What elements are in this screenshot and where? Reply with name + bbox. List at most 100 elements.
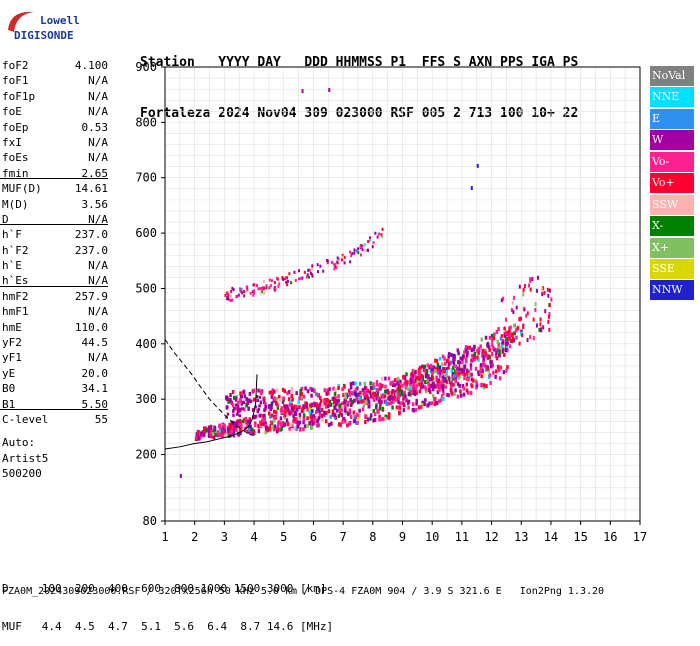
footer-muf: MUF 4.4 4.5 4.7 5.1 5.6 6.4 8.7 14.6 [MH… [2, 619, 334, 633]
echo-point [309, 386, 312, 391]
echo-point [295, 391, 298, 396]
param-label: D [2, 212, 9, 226]
echo-point [466, 377, 470, 382]
echo-point [219, 433, 223, 438]
param-label: M(D) [2, 197, 29, 211]
echo-point [243, 294, 246, 298]
echo-point [253, 291, 256, 295]
echo-point [297, 269, 300, 273]
x-tick-label: 17 [633, 530, 647, 544]
echo-point [505, 345, 509, 350]
echo-point [421, 384, 425, 389]
echo-point [271, 388, 275, 393]
echo-point [245, 285, 248, 289]
echo-point [458, 361, 462, 366]
echo-point [519, 316, 523, 321]
echo-point [364, 389, 367, 394]
echo-point [354, 381, 357, 386]
echo-point [294, 419, 298, 424]
echo-point [435, 359, 439, 364]
param-value: 14.61 [74, 182, 108, 196]
echo-point [441, 381, 445, 386]
echo-point [479, 366, 483, 371]
echo-point [275, 388, 279, 393]
legend-ssw: SSW [650, 194, 694, 215]
echo-point [548, 327, 551, 332]
echo-point [239, 398, 242, 403]
legend-noval: NoVal [650, 66, 694, 86]
echo-point [489, 380, 492, 385]
echo-point [371, 245, 374, 249]
echo-point [336, 261, 339, 265]
echo-point [384, 416, 387, 421]
param-value: N/A [88, 351, 108, 365]
echo-point [470, 377, 474, 382]
echo-point [401, 383, 404, 388]
echo-point [416, 380, 419, 385]
echo-point [271, 424, 275, 429]
echo-point [226, 430, 230, 435]
echo-point [379, 402, 382, 407]
echo-point [357, 416, 360, 421]
echo-point [312, 417, 316, 422]
param-label: B1 [2, 397, 16, 411]
echo-point [411, 407, 415, 412]
param-label: hmF1 [2, 305, 29, 319]
param-label: C-level [2, 412, 49, 426]
echo-point [485, 367, 488, 372]
echo-point [378, 417, 381, 422]
echo-point [411, 368, 415, 373]
echo-point [404, 380, 408, 385]
echo-point [471, 353, 474, 358]
param-row: yF1 N/A [0, 350, 112, 365]
echo-point [328, 399, 332, 404]
param-value: N/A [88, 135, 108, 149]
echo-point [334, 398, 337, 403]
echo-point [436, 363, 440, 368]
echo-point [233, 407, 236, 411]
echo-point [513, 323, 516, 328]
echo-point [317, 423, 320, 428]
echo-point [290, 281, 293, 285]
echo-point [378, 398, 381, 403]
echo-point [454, 388, 457, 393]
echo-point [473, 354, 476, 359]
echo-point [319, 399, 323, 404]
echo-point [306, 407, 309, 412]
echo-point [290, 406, 294, 411]
echo-point [357, 251, 360, 255]
x-tick-label: 4 [250, 530, 257, 544]
param-row: foF1p N/A [0, 89, 112, 104]
echo-point [505, 337, 508, 342]
echo-point [451, 371, 455, 376]
echo-point [308, 410, 311, 415]
x-tick-label: 14 [544, 530, 558, 544]
echo-point [402, 408, 406, 413]
echo-point [476, 348, 479, 353]
echo-point [403, 396, 407, 401]
echo-point [301, 89, 304, 94]
echo-point [459, 356, 462, 361]
echo-point [371, 386, 374, 391]
echo-point [274, 410, 278, 415]
echo-point [387, 390, 390, 395]
echo-point [387, 376, 391, 381]
echo-point [376, 393, 380, 398]
trace-lines [164, 339, 258, 450]
echo-point [335, 266, 338, 270]
echo-point [253, 289, 256, 293]
param-value: 34.1 [81, 382, 109, 396]
echo-point [352, 410, 356, 415]
echo-point [523, 283, 526, 288]
echo-point [458, 363, 462, 368]
echo-point [292, 414, 295, 419]
echo-point [526, 338, 529, 343]
echo-point [404, 385, 408, 390]
echo-point [260, 286, 263, 290]
echo-point [349, 415, 353, 420]
echo-point [447, 352, 451, 357]
echo-point [230, 289, 233, 293]
param-value: 110.0 [74, 320, 108, 334]
echo-point [303, 424, 307, 429]
param-value: 4.100 [74, 59, 108, 72]
